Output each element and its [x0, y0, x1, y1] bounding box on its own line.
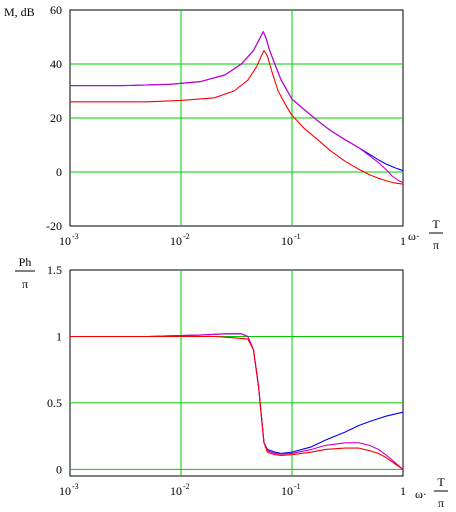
x-tick-exponent: -3 — [72, 232, 79, 241]
series-line — [70, 333, 404, 470]
x-tick-label: 10 — [59, 484, 71, 498]
y-tick-label: -20 — [46, 219, 62, 233]
phase-plot-frame — [69, 269, 404, 477]
x-axis-label-prefix: ω· — [408, 229, 420, 243]
x-tick-exponent: -1 — [294, 232, 301, 241]
y-tick-label: 1 — [56, 329, 62, 343]
series-line — [70, 333, 404, 454]
magnitude-grid — [70, 10, 403, 226]
x-tick-label: 10 — [170, 484, 182, 498]
x-tick-label: 1 — [400, 234, 406, 248]
x-tick-label: 10 — [170, 234, 182, 248]
y-axis-label-numerator: Ph — [19, 255, 32, 269]
x-axis-label-denominator: π — [433, 238, 439, 252]
y-tick-label: 20 — [50, 111, 62, 125]
y-tick-label: 0 — [56, 165, 62, 179]
phase-grid — [70, 270, 403, 476]
y-tick-label: 40 — [50, 57, 62, 71]
y-tick-label: 0 — [56, 462, 62, 476]
x-tick-label: 1 — [400, 484, 406, 498]
x-axis-label-numerator: T — [432, 217, 440, 231]
x-tick-exponent: -2 — [183, 232, 190, 241]
y-tick-label: 1.5 — [47, 263, 62, 277]
magnitude-x-tick-labels: 10 -3 10 -2 10 -1 1 — [59, 232, 406, 248]
x-tick-exponent: -1 — [294, 482, 301, 491]
magnitude-y-axis-label: M, dB — [4, 5, 35, 19]
x-tick-label: 10 — [59, 234, 71, 248]
x-tick-exponent: -3 — [72, 482, 79, 491]
x-tick-label: 10 — [281, 234, 293, 248]
magnitude-y-tick-labels: -20 0 20 40 60 — [46, 3, 62, 233]
phase-plot: 00.511.5 10 -3 10 -2 10 -1 1 Ph π ω· T π — [15, 255, 448, 510]
x-tick-label: 10 — [281, 484, 293, 498]
phase-x-tick-labels: 10 -3 10 -2 10 -1 1 — [59, 482, 406, 498]
phase-y-tick-labels: 0 0.5 1 1.5 — [47, 263, 62, 476]
phase-x-axis-label: ω· T π — [415, 475, 448, 510]
series-line — [70, 31, 404, 184]
phase-y-axis-label: Ph π — [15, 255, 35, 291]
y-tick-label: 60 — [50, 3, 62, 17]
magnitude-x-axis-label: ω· T π — [408, 217, 443, 252]
magnitude-series — [70, 31, 404, 185]
x-axis-label-prefix: ω· — [415, 487, 427, 501]
x-tick-exponent: -2 — [183, 482, 190, 491]
series-line — [70, 49, 404, 185]
series-line — [70, 31, 404, 172]
y-axis-label-denominator: π — [22, 277, 28, 291]
series-line — [70, 335, 404, 470]
x-axis-label-denominator: π — [438, 496, 444, 510]
y-tick-label: 0.5 — [47, 396, 62, 410]
x-axis-label-numerator: T — [437, 475, 445, 489]
phase-series — [70, 333, 404, 470]
